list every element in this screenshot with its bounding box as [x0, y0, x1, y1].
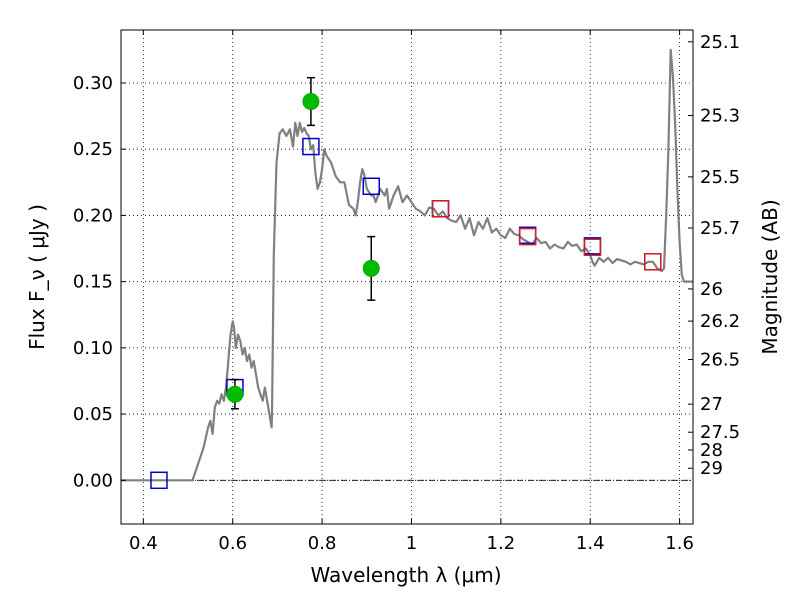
magnitude-tick-label: 27: [700, 394, 723, 415]
magnitude-tick-label: 26.2: [700, 311, 740, 332]
y-tick-label: 0.25: [73, 139, 113, 160]
magnitude-tick-label: 26: [700, 279, 723, 300]
circle-marker: [302, 93, 320, 111]
square-marker: [150, 471, 168, 490]
y-tick-label: 0.00: [73, 470, 113, 491]
square-marker: [431, 200, 450, 218]
circle-marker: [362, 259, 380, 277]
square-marker: [362, 177, 380, 196]
magnitude-tick-label: 27.5: [700, 422, 740, 443]
grid: [121, 30, 693, 524]
x-tick-label: 0.4: [129, 533, 158, 554]
y-tick-label: 0.30: [73, 73, 113, 94]
square-marker: [644, 253, 662, 271]
y-axis: 0.00 0.05 0.10 0.15 0.20 0.25 0.30: [73, 73, 126, 491]
square-marker: [583, 238, 602, 256]
x-tick-label: 1.4: [576, 533, 605, 554]
x-tick-label: 1.2: [487, 533, 516, 554]
square-marker: [518, 227, 537, 246]
plot-area: [121, 48, 693, 490]
magnitude-tick-label: 25.1: [700, 32, 740, 53]
x-tick-label: 0.8: [308, 533, 337, 554]
x-tick-label: 1.6: [665, 533, 694, 554]
y-tick-label: 0.10: [73, 338, 113, 359]
magnitude-tick-label: 28: [700, 440, 723, 461]
x-axis: 0.4 0.6 0.8 1 1.2 1.4 1.6: [129, 30, 694, 554]
y-tick-label: 0.15: [73, 272, 113, 293]
magnitude-axis-label: Magnitude (AB): [758, 199, 782, 354]
magnitude-tick-label: 25.5: [700, 167, 740, 188]
y-axis-label: Flux F_ν ( μJy ): [25, 204, 49, 350]
magnitude-tick-label: 29: [700, 458, 723, 479]
y-tick-label: 0.05: [73, 404, 113, 425]
plot-frame: [120, 29, 694, 525]
model-spectrum-line: [121, 48, 693, 482]
x-axis-label: Wavelength λ (μm): [310, 563, 501, 587]
x-tick-label: 1: [406, 533, 417, 554]
circle-marker: [226, 385, 244, 403]
magnitude-tick-label: 25.7: [700, 218, 740, 239]
x-tick-label: 0.6: [218, 533, 247, 554]
square-marker: [302, 137, 320, 156]
magnitude-tick-label: 26.5: [700, 350, 740, 371]
y-tick-label: 0.20: [73, 205, 113, 226]
magnitude-tick-label: 25.3: [700, 106, 740, 127]
